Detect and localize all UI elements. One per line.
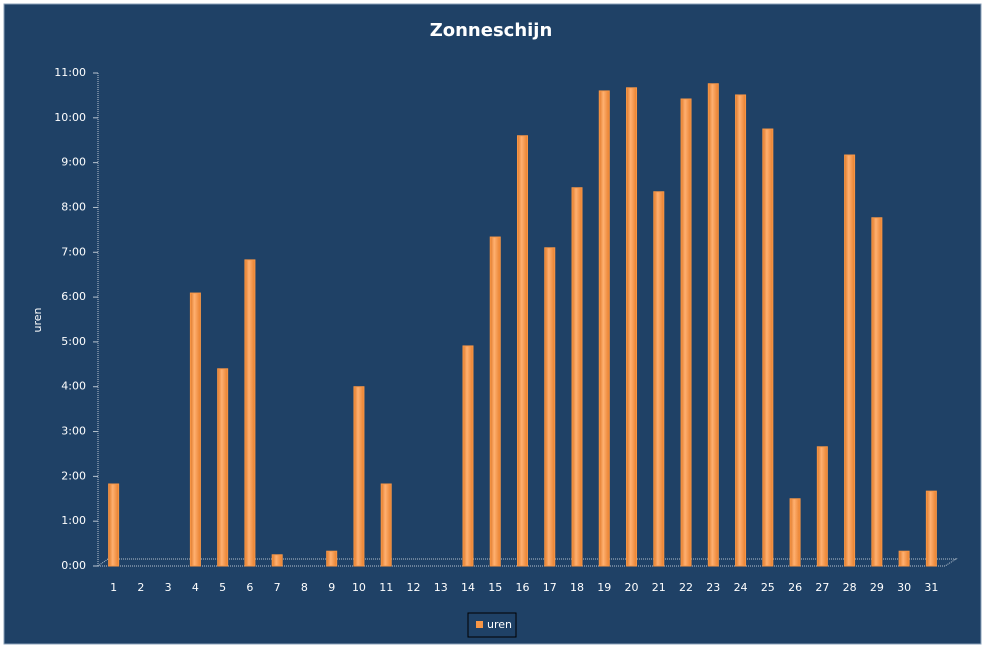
bar [189,292,201,567]
x-tick-label: 7 [274,581,281,594]
bar [816,446,828,567]
bar [925,490,937,567]
x-tick-label: 11 [379,581,393,594]
y-tick-label: 8:00 [61,200,86,213]
bar [871,217,883,567]
bar [353,386,365,567]
bar [653,191,665,567]
x-tick-label: 29 [870,581,884,594]
x-tick-label: 25 [761,581,775,594]
x-tick-label: 6 [246,581,253,594]
x-tick-label: 18 [570,581,584,594]
y-tick-label: 11:00 [54,66,86,79]
x-tick-label: 10 [352,581,366,594]
bar [789,498,801,567]
x-tick-label: 5 [219,581,226,594]
bar [544,247,556,567]
bar [326,550,338,567]
legend-swatch [476,621,483,628]
y-tick-label: 9:00 [61,156,86,169]
x-tick-label: 16 [516,581,530,594]
x-tick-label: 20 [625,581,639,594]
x-tick-label: 22 [679,581,693,594]
bar [517,135,528,567]
y-axis-label: uren [31,307,44,332]
x-tick-label: 1 [110,581,117,594]
x-tick-label: 28 [843,581,857,594]
x-tick-label: 8 [301,581,308,594]
bar [598,90,610,567]
bar [380,483,392,567]
bar [898,550,910,567]
y-tick-label: 3:00 [61,425,86,438]
x-tick-label: 30 [897,581,911,594]
y-tick-label: 5:00 [61,335,86,348]
x-tick-label: 14 [461,581,475,594]
bar [626,87,638,567]
x-tick-label: 2 [137,581,144,594]
x-tick-label: 27 [815,581,829,594]
bar [844,154,856,567]
x-tick-label: 15 [488,581,502,594]
bar [462,345,474,567]
bar [571,187,583,567]
y-tick-label: 4:00 [61,380,86,393]
bar [244,259,256,567]
chart-title: Zonneschijn [430,20,553,41]
x-tick-label: 31 [924,581,938,594]
x-tick-label: 23 [706,581,720,594]
x-tick-label: 13 [434,581,448,594]
y-tick-label: 0:00 [61,559,86,572]
x-tick-label: 17 [543,581,557,594]
legend-label: uren [487,618,512,631]
bar [271,554,283,567]
x-tick-label: 24 [734,581,748,594]
y-tick-label: 1:00 [61,514,86,527]
y-tick-label: 10:00 [54,111,86,124]
x-tick-label: 4 [192,581,199,594]
x-tick-label: 3 [165,581,172,594]
bar [680,98,692,567]
y-tick-label: 7:00 [61,245,86,258]
y-tick-label: 6:00 [61,290,86,303]
y-tick-label: 2:00 [61,469,86,482]
bar [707,83,719,567]
bar [735,94,747,567]
bar [489,236,501,567]
x-tick-label: 21 [652,581,666,594]
bar [108,483,120,567]
x-tick-label: 12 [406,581,420,594]
bar [217,368,229,567]
x-tick-label: 26 [788,581,802,594]
bar [762,128,774,567]
x-tick-label: 9 [328,581,335,594]
x-tick-label: 19 [597,581,611,594]
